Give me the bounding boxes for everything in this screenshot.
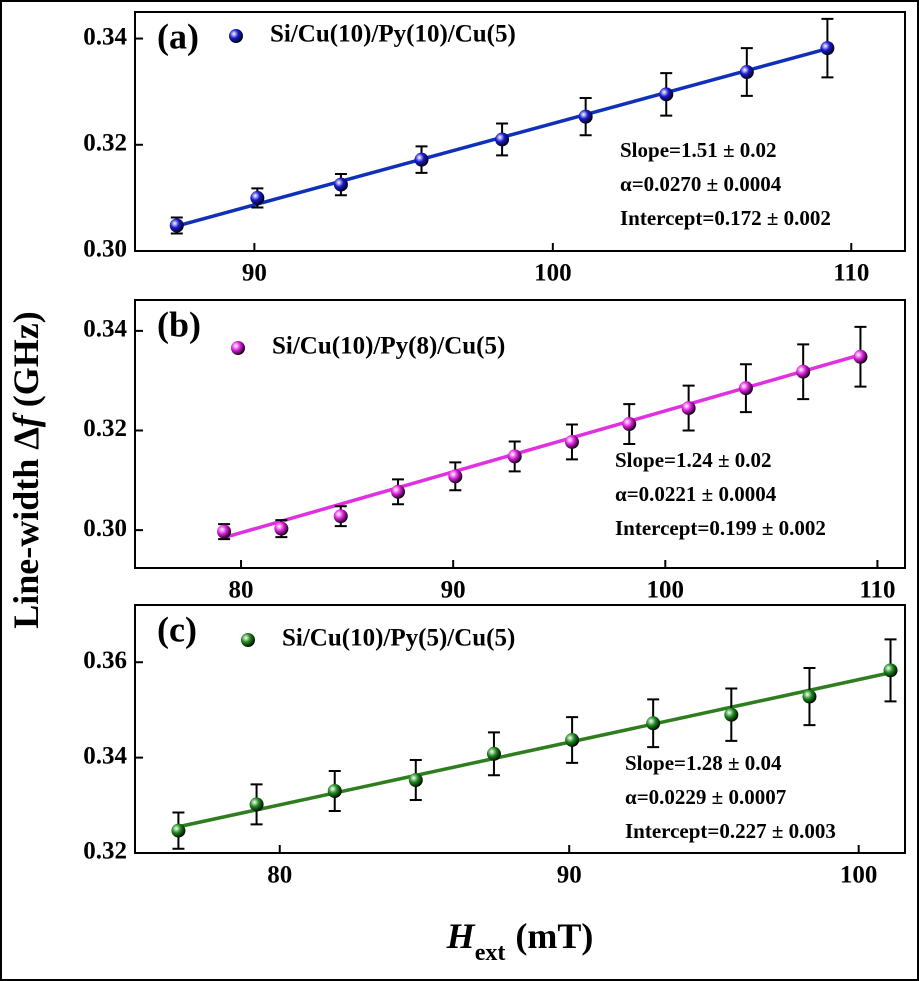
data-point (739, 65, 754, 80)
data-point (249, 797, 264, 812)
annotation: Intercept=0.199 ± 0.002 (615, 516, 826, 540)
data-point (171, 823, 186, 838)
y-tick-label: 0.34 (83, 316, 127, 343)
data-point (738, 381, 753, 396)
data-point (333, 509, 348, 524)
legend-label: Si/Cu(10)/Py(8)/Cu(5) (272, 333, 505, 360)
x-tick-label: 90 (242, 260, 267, 287)
data-point (796, 364, 811, 379)
x-tick-label: 80 (229, 577, 254, 604)
data-point (681, 401, 696, 416)
legend-marker (229, 29, 243, 43)
fit-line (223, 353, 861, 540)
data-point (448, 469, 463, 484)
y-tick-label: 0.32 (83, 415, 127, 442)
data-point (169, 218, 184, 233)
plot-frame (134, 604, 906, 854)
data-point (274, 521, 289, 536)
legend-marker (231, 341, 245, 355)
annotation: Slope=1.51 ± 0.02 (620, 138, 777, 162)
annotation: Slope=1.24 ± 0.02 (615, 448, 772, 472)
annotation: Intercept=0.172 ± 0.002 (620, 206, 831, 230)
y-label-prefix: Line-width Δ (6, 427, 46, 629)
data-point (578, 109, 593, 124)
data-point (495, 132, 510, 147)
data-point (659, 87, 674, 102)
plot-frame (134, 299, 906, 569)
y-axis-label: Line-width Δf (GHz) (6, 311, 46, 629)
x-tick-label: 90 (557, 862, 582, 889)
x-tick-label: 110 (833, 260, 869, 287)
x-tick-label: 100 (647, 577, 685, 604)
y-tick-label: 0.34 (83, 23, 127, 50)
data-point (391, 484, 406, 499)
fit-line (178, 671, 891, 829)
data-point (250, 190, 265, 205)
data-point (622, 417, 637, 432)
panel-label: (b) (157, 304, 201, 344)
x-tick-label: 100 (840, 862, 878, 889)
data-point (853, 349, 868, 364)
data-point (564, 434, 579, 449)
x-tick-label: 90 (441, 577, 466, 604)
annotation: α=0.0221 ± 0.0004 (615, 482, 777, 506)
y-tick-label: 0.34 (83, 742, 127, 769)
data-point (820, 41, 835, 56)
legend-label: Si/Cu(10)/Py(10)/Cu(5) (270, 21, 516, 48)
annotation: α=0.0270 ± 0.0004 (620, 172, 782, 196)
data-point (724, 707, 739, 722)
x-tick-label: 110 (859, 577, 895, 604)
y-tick-label: 0.32 (83, 838, 127, 865)
x-label-subscript: ext (475, 940, 506, 966)
panel-label: (c) (157, 609, 197, 649)
data-point (883, 663, 898, 678)
annotation: Intercept=0.227 ± 0.003 (625, 819, 836, 843)
data-point (333, 177, 348, 192)
data-point (217, 524, 232, 539)
data-point (565, 732, 580, 747)
y-label-unit: (GHz) (6, 311, 46, 407)
panel-label: (a) (157, 16, 199, 56)
x-tick-label: 100 (534, 260, 572, 287)
y-tick-label: 0.30 (83, 515, 127, 542)
x-tick-label: 80 (267, 862, 292, 889)
data-point (507, 449, 522, 464)
data-point (802, 689, 817, 704)
data-point (414, 152, 429, 167)
data-point (327, 784, 342, 798)
legend-label: Si/Cu(10)/Py(5)/Cu(5) (282, 625, 515, 652)
x-axis-label: Hext (mT) (446, 916, 594, 965)
data-point (408, 773, 423, 788)
legend-marker (241, 633, 255, 647)
x-label-unit: (mT) (515, 916, 593, 956)
y-tick-label: 0.30 (83, 236, 127, 263)
y-tick-label: 0.32 (83, 130, 127, 157)
annotation: Slope=1.28 ± 0.04 (625, 751, 782, 775)
plot-frame (134, 11, 906, 252)
data-point (486, 746, 501, 761)
y-label-symbol: f (6, 412, 46, 427)
data-point (646, 716, 661, 731)
annotation: α=0.0229 ± 0.0007 (625, 785, 786, 809)
y-tick-label: 0.36 (83, 647, 127, 674)
x-label-symbol: H (446, 916, 476, 956)
